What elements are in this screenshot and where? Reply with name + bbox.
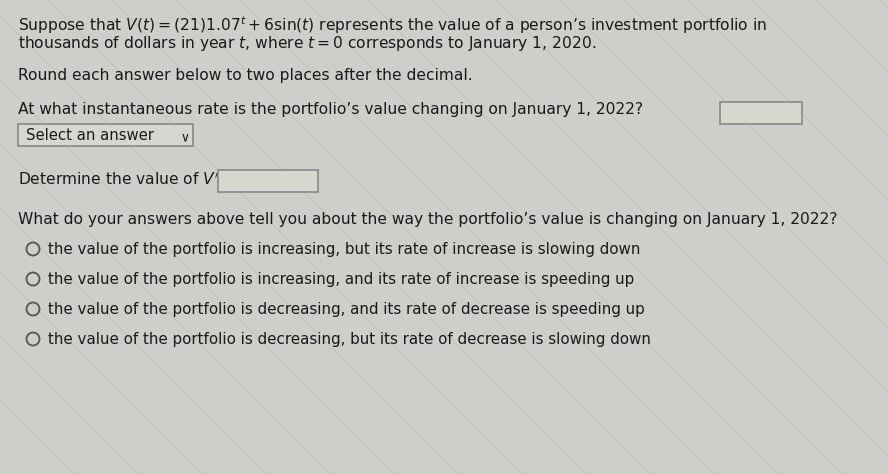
Text: the value of the portfolio is decreasing, but its rate of decrease is slowing do: the value of the portfolio is decreasing…: [48, 332, 651, 347]
Text: thousands of dollars in year $t$, where $t = 0$ corresponds to January 1, 2020.: thousands of dollars in year $t$, where …: [18, 34, 597, 53]
Text: Select an answer: Select an answer: [26, 128, 154, 143]
Text: What do your answers above tell you about the way the portfolio’s value is chang: What do your answers above tell you abou…: [18, 212, 837, 227]
FancyBboxPatch shape: [720, 102, 802, 124]
Text: the value of the portfolio is increasing, and its rate of increase is speeding u: the value of the portfolio is increasing…: [48, 272, 634, 287]
Text: At what instantaneous rate is the portfolio’s value changing on January 1, 2022?: At what instantaneous rate is the portfo…: [18, 102, 643, 117]
Text: Suppose that $V(t) = (21)1.07^{t} + 6\sin(t)$ represents the value of a person’s: Suppose that $V(t) = (21)1.07^{t} + 6\si…: [18, 14, 767, 36]
Text: the value of the portfolio is decreasing, and its rate of decrease is speeding u: the value of the portfolio is decreasing…: [48, 302, 645, 317]
Text: ∧: ∧: [178, 128, 187, 142]
Text: Round each answer below to two places after the decimal.: Round each answer below to two places af…: [18, 68, 472, 83]
Text: the value of the portfolio is increasing, but its rate of increase is slowing do: the value of the portfolio is increasing…: [48, 242, 640, 257]
Text: Determine the value of $V''(2)$.: Determine the value of $V''(2)$.: [18, 170, 248, 189]
FancyBboxPatch shape: [18, 124, 193, 146]
FancyBboxPatch shape: [218, 170, 318, 192]
